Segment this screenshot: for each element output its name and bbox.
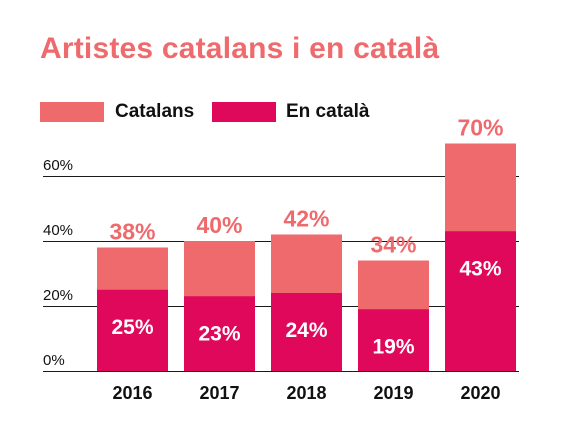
legend-swatch-en-catala [212,102,276,122]
x-tick-label-2018: 2018 [286,383,326,403]
bar-en-catala-2016 [97,289,168,371]
bar-en-catala-2018 [271,293,342,371]
bar-en-catala-2017 [184,296,255,371]
x-tick-label-2016: 2016 [112,383,152,403]
legend-swatch-catalans [40,102,104,122]
legend-label-en-catala: En català [286,101,370,122]
y-tick-label: 0% [43,352,65,369]
data-label-catalans-2017: 40% [196,212,242,238]
data-label-en-catala-2020: 43% [459,257,501,280]
data-label-en-catala-2018: 24% [285,319,327,342]
x-tick-label-2017: 2017 [199,383,239,403]
bar-en-catala-2019 [358,309,429,371]
data-label-en-catala-2016: 25% [111,316,153,339]
x-tick-label-2019: 2019 [373,383,413,403]
data-label-en-catala-2017: 23% [198,322,240,345]
data-label-catalans-2018: 42% [283,206,329,232]
y-tick-label: 60% [43,157,73,174]
x-tick-label-2020: 2020 [460,383,500,403]
y-tick-label: 20% [43,287,73,304]
y-tick-label: 40% [43,222,73,239]
data-label-catalans-2020: 70% [457,115,503,141]
data-label-catalans-2016: 38% [109,219,155,245]
chart-title: Artistes catalans i en català [40,32,440,65]
data-label-en-catala-2019: 19% [372,335,414,358]
data-label-catalans-2019: 34% [370,232,416,258]
bar-en-catala-2020 [445,231,516,371]
legend-label-catalans: Catalans [115,101,195,122]
